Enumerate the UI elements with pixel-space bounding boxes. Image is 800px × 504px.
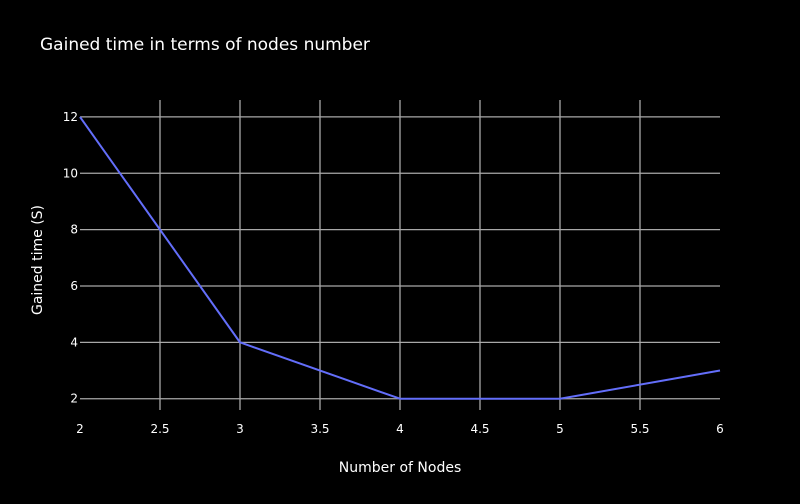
x-tick-label: 4.5 [470, 422, 489, 436]
grid-lines [80, 100, 720, 410]
y-tick-label: 12 [63, 110, 78, 124]
x-tick-label: 5.5 [630, 422, 649, 436]
x-tick-label: 6 [716, 422, 724, 436]
y-tick-label: 2 [70, 392, 78, 406]
y-axis-title: Gained time (S) [30, 205, 46, 315]
series-layer [79, 116, 721, 400]
y-tick-label: 4 [70, 335, 78, 349]
x-tick-label: 2 [76, 422, 84, 436]
x-tick-label: 4 [396, 422, 404, 436]
x-tick-label: 5 [556, 422, 564, 436]
chart-title: Gained time in terms of nodes number [40, 35, 370, 55]
x-tick-label: 3 [236, 422, 244, 436]
y-axis-ticks: 2 4 6 8 10 12 [63, 110, 78, 406]
y-tick-label: 10 [63, 166, 78, 180]
x-tick-label: 3.5 [310, 422, 329, 436]
x-axis-ticks: 2 2.5 3 3.5 4 4.5 5 5.5 6 [76, 422, 724, 436]
x-axis-title: Number of Nodes [339, 460, 461, 476]
y-tick-label: 8 [70, 223, 78, 237]
series-line [79, 116, 721, 400]
x-tick-label: 2.5 [150, 422, 169, 436]
y-tick-label: 6 [70, 279, 78, 293]
